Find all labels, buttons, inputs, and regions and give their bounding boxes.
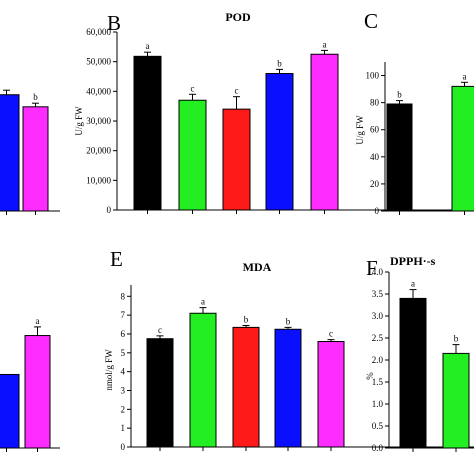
significance-label: a <box>201 297 205 307</box>
y-tick-label: 8 <box>121 291 126 301</box>
significance-label: b <box>244 315 249 325</box>
chart-a-top: b <box>0 89 60 215</box>
chart-title: POD <box>225 10 251 24</box>
bar-magenta <box>317 341 345 448</box>
y-tick-label: 6 <box>121 329 126 339</box>
y-tick-label: 2.5 <box>372 333 384 343</box>
y-tick-label: 10,000 <box>86 175 111 185</box>
significance-label: c <box>235 86 239 96</box>
bar-black <box>133 55 162 211</box>
chart-e: 0 1 2 3 4 5 6 7 8 c a b b c E MDA nmol/g FW <box>104 247 474 452</box>
chart-c: 0 20 40 60 80 100 b a C U/g FW <box>355 9 474 216</box>
y-tick-label: 4.0 <box>372 267 384 277</box>
significance-label: a <box>323 39 327 49</box>
bar-red <box>232 326 260 448</box>
y-tick-label: 3.5 <box>372 289 384 299</box>
y-axis-label: % <box>365 372 375 380</box>
y-tick-label: 0 <box>121 442 126 452</box>
y-tick-label: 3.0 <box>372 311 384 321</box>
y-tick-label: 7 <box>121 310 126 320</box>
significance-label: a <box>146 41 150 51</box>
bar-blue <box>274 328 302 448</box>
y-tick-label: 50,000 <box>86 57 111 67</box>
significance-label: b <box>397 90 402 100</box>
y-tick-label: 30,000 <box>86 116 111 126</box>
bar-green <box>451 85 474 212</box>
y-tick-label: 1 <box>121 423 126 433</box>
bar-blue <box>265 73 294 211</box>
y-tick-label: 5 <box>121 348 126 358</box>
y-axis-label: nmol/g FW <box>104 349 114 391</box>
y-tick-label: 80 <box>370 98 380 108</box>
y-tick-label: 0.5 <box>372 421 384 431</box>
chart-f: 0.0 0.5 1.0 1.5 2.0 2.5 3.0 3.5 4.0 a b F DPPH·-s% <box>365 254 474 453</box>
y-tick-label: 4 <box>121 367 126 377</box>
y-tick-label: 2 <box>121 404 126 414</box>
y-axis-label: U/g FW <box>355 115 365 145</box>
bar-green <box>442 352 470 449</box>
panel-letter: E <box>110 247 123 271</box>
significance-label: a <box>36 316 40 326</box>
bar-black <box>146 338 174 448</box>
y-tick-label: 0.0 <box>372 443 384 453</box>
y-tick-label: 60,000 <box>86 27 111 37</box>
y-tick-label: 1.5 <box>372 377 384 387</box>
panel-letter: C <box>364 9 378 33</box>
y-tick-label: 0 <box>107 205 112 215</box>
significance-label: b <box>286 316 291 326</box>
chart-title: MDA <box>243 260 272 274</box>
significance-label: b <box>454 334 459 344</box>
y-tick-label: 40 <box>370 152 380 162</box>
y-tick-label: 20,000 <box>86 146 111 156</box>
bar-blue <box>0 373 20 449</box>
bar-magenta <box>22 106 49 212</box>
y-tick-label: 20 <box>370 179 380 189</box>
significance-label: a <box>411 279 415 289</box>
significance-label: c <box>191 83 195 93</box>
y-tick-label: 2.0 <box>372 355 384 365</box>
y-tick-label: 1.0 <box>372 399 384 409</box>
bar-black <box>399 297 427 449</box>
significance-label: c <box>329 329 333 339</box>
y-tick-label: 100 <box>366 71 380 81</box>
bar-magenta <box>24 335 51 449</box>
y-tick-label: 3 <box>121 385 126 395</box>
panel-letter: B <box>107 11 121 35</box>
bar-green <box>189 312 217 448</box>
chart-a-bottom: a <box>0 316 60 452</box>
bar-red <box>222 108 251 211</box>
significance-label: b <box>33 92 38 102</box>
chart-title: DPPH·-s <box>390 254 436 268</box>
y-tick-label: 60 <box>370 125 380 135</box>
significance-label: b <box>277 58 282 68</box>
bar-green <box>178 99 207 211</box>
y-tick-label: 40,000 <box>86 86 111 96</box>
panel-letter: F <box>366 256 378 280</box>
significance-label: a <box>463 71 467 81</box>
chart-b: 0 10,000 20,000 30,000 40,000 50,000 60,000 a c c… <box>74 10 474 215</box>
bar-magenta <box>310 53 339 211</box>
significance-label: c <box>158 325 162 335</box>
y-axis-label: U/g FW <box>74 106 84 136</box>
bar-black <box>386 103 413 212</box>
y-tick-label: 0 <box>375 206 380 216</box>
bar-blue <box>0 94 20 212</box>
